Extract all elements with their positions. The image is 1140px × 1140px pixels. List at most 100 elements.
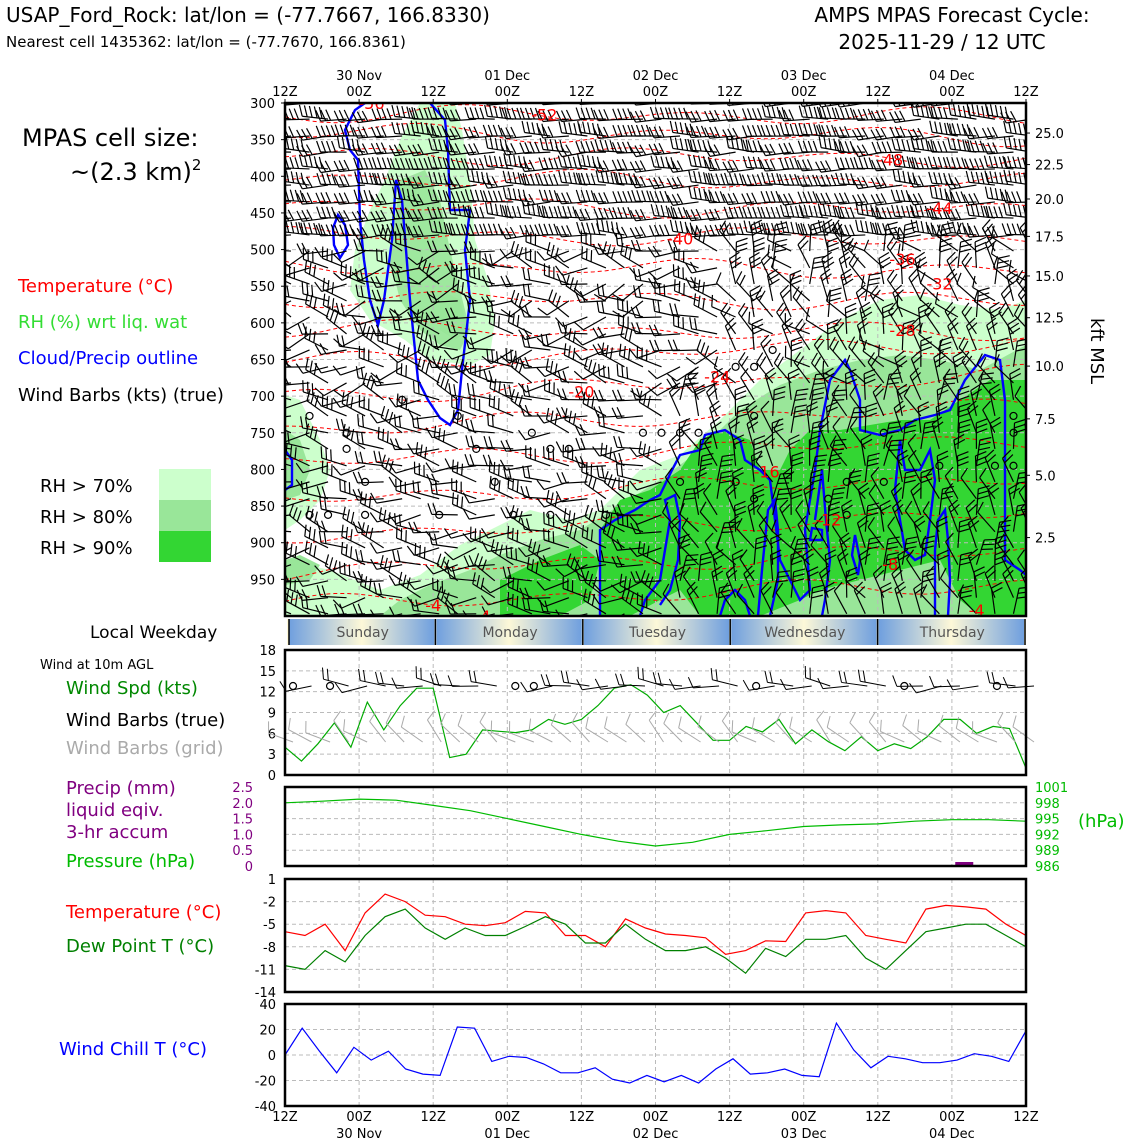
- barb-shaft: [431, 513, 458, 516]
- barb-feather: [305, 144, 313, 156]
- barb-shaft: [716, 282, 737, 302]
- wind-barb: [994, 255, 1010, 285]
- barb-feather: [275, 247, 285, 258]
- barb-feather: [621, 299, 624, 311]
- wind-barb: [760, 251, 774, 285]
- barb-feather: [963, 194, 970, 206]
- barb-shaft: [772, 225, 776, 252]
- calm-circle: [361, 510, 370, 519]
- wind-barb: [336, 334, 366, 351]
- barb-feather: [384, 227, 389, 240]
- barb-feather: [937, 106, 943, 119]
- barb-feather: [742, 156, 748, 168]
- barb-feather: [999, 172, 1004, 184]
- barb-feather: [813, 205, 818, 218]
- barb-feather: [524, 173, 530, 186]
- barb-shaft: [1028, 324, 1032, 350]
- wind-barb: [335, 418, 366, 434]
- barb-shaft: [894, 118, 921, 124]
- barb-feather: [751, 174, 758, 186]
- barb-feather: [412, 225, 419, 237]
- barb-feather: [984, 103, 989, 116]
- barb-feather: [629, 161, 637, 173]
- barb-feather: [688, 154, 692, 167]
- barb-shaft: [931, 234, 958, 237]
- barb-shaft: [1006, 180, 1026, 186]
- barb-feather: [444, 458, 451, 470]
- barb-feather: [406, 106, 411, 119]
- barb-feather: [798, 123, 803, 135]
- barb-feather: [789, 173, 795, 186]
- barb-shaft: [767, 255, 792, 269]
- barb-feather: [534, 173, 540, 186]
- temperature-contour: [285, 318, 1026, 342]
- barb-feather: [966, 222, 972, 235]
- barb-feather: [907, 194, 915, 206]
- barb-shaft: [434, 436, 458, 450]
- wind-barb: [396, 393, 421, 417]
- wind-barb: [469, 246, 495, 269]
- barb-feather: [822, 204, 827, 216]
- barb-feather: [621, 226, 628, 238]
- barb-feather: [655, 155, 660, 168]
- barb-feather: [519, 173, 525, 186]
- barb-feather: [983, 155, 989, 168]
- wind-barb: [797, 191, 829, 204]
- barb-shaft: [802, 201, 829, 204]
- barb-feather: [937, 156, 943, 169]
- barb-feather: [715, 272, 722, 284]
- barb-feather: [349, 124, 355, 137]
- wind-barb: [964, 140, 995, 153]
- barb-feather: [318, 223, 323, 235]
- barb-feather: [580, 107, 586, 119]
- barb-feather: [538, 174, 544, 186]
- barb-shaft: [584, 483, 607, 500]
- barb-feather: [401, 188, 406, 200]
- barb-shaft: [864, 275, 871, 301]
- wind-barb: [891, 204, 921, 219]
- barb-feather: [427, 107, 433, 119]
- barb-feather: [653, 277, 660, 288]
- barb-shaft: [950, 114, 977, 120]
- barb-feather: [714, 158, 721, 171]
- barb-feather: [697, 155, 702, 168]
- barb-feather: [388, 262, 396, 274]
- barb-feather: [448, 222, 453, 235]
- barb-feather: [769, 278, 780, 286]
- barb-shaft: [672, 168, 699, 173]
- barb-shaft: [790, 455, 793, 482]
- wind-barb: [519, 107, 551, 120]
- barb-shaft: [987, 166, 1014, 170]
- barb-feather: [869, 272, 882, 276]
- barb-feather: [598, 109, 605, 121]
- barb-feather: [363, 157, 369, 170]
- barb-feather: [352, 471, 359, 484]
- barb-feather: [843, 192, 850, 204]
- barb-feather: [930, 222, 935, 235]
- barb-shaft: [285, 249, 292, 252]
- barb-feather: [463, 158, 470, 170]
- barb-feather: [426, 262, 431, 275]
- barb-feather: [732, 127, 739, 139]
- barb-feather: [984, 170, 989, 183]
- barb-feather: [658, 176, 665, 188]
- barb-shaft: [285, 135, 292, 141]
- barb-feather: [474, 224, 480, 236]
- barb-feather: [349, 224, 355, 236]
- wind-barb: [668, 107, 699, 120]
- barb-feather: [862, 108, 869, 121]
- barb-feather: [906, 205, 911, 218]
- barb-feather: [577, 154, 581, 166]
- barb-feather: [939, 187, 943, 200]
- barb-feather: [326, 206, 332, 219]
- cell-size-line1: MPAS cell size:: [22, 124, 198, 152]
- barb-feather: [736, 242, 748, 248]
- barb-feather: [502, 187, 507, 199]
- barb-shaft: [654, 214, 681, 219]
- barb-feather: [856, 145, 864, 157]
- barb-shaft: [491, 250, 514, 266]
- barb-feather: [672, 207, 679, 219]
- barb-feather: [885, 231, 897, 236]
- barb-feather: [999, 188, 1004, 201]
- barb-shaft: [987, 151, 1014, 155]
